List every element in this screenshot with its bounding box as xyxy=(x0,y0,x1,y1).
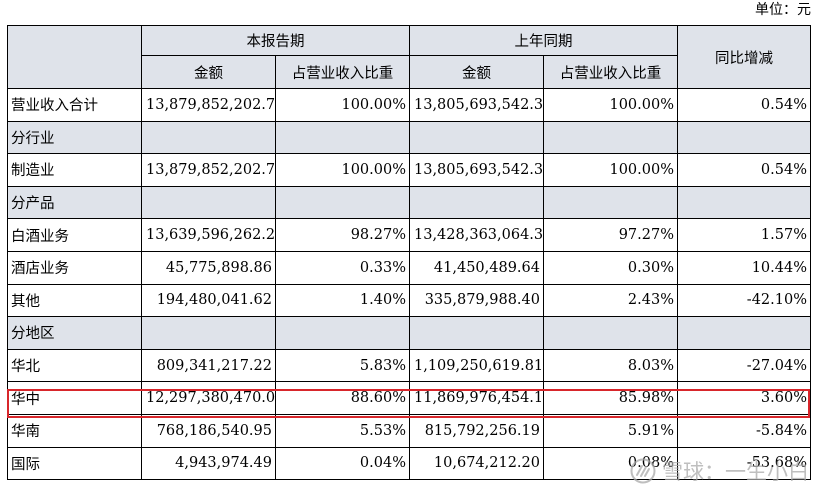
header-current-period: 本报告期 xyxy=(141,25,410,56)
table-row: 酒店业务 45,775,898.86 0.33% 41,450,489.64 0… xyxy=(7,250,811,285)
yoy-change: 0.54% xyxy=(677,88,811,122)
cur-share: 98.27% xyxy=(275,218,410,252)
cur-share: 88.60% xyxy=(275,381,410,415)
watermark: 雪球：一生小白 xyxy=(630,457,809,485)
cur-share: 0.04% xyxy=(275,446,410,481)
prev-share: 5.91% xyxy=(543,413,678,448)
yoy-change: 3.60% xyxy=(677,381,811,415)
revenue-breakdown-table: 本报告期 上年同期 同比增减 金额 占营业收入比重 金额 占营业收入比重 营业收… xyxy=(7,25,811,481)
prev-amount: 815,792,256.19 xyxy=(409,413,544,448)
cur-amount: 13,879,852,202.75 xyxy=(141,88,276,122)
header-row-2: 金额 占营业收入比重 金额 占营业收入比重 xyxy=(7,55,811,89)
section-header-region: 分地区 xyxy=(7,316,811,350)
snowball-logo-icon xyxy=(630,458,656,484)
row-label: 制造业 xyxy=(7,153,142,187)
section-header-product: 分产品 xyxy=(7,185,811,220)
prev-share: 8.03% xyxy=(543,348,678,383)
cur-amount: 12,297,380,470.09 xyxy=(141,381,276,415)
cur-amount: 809,341,217.22 xyxy=(141,348,276,383)
section-header-industry: 分行业 xyxy=(7,120,811,155)
table-row-total: 营业收入合计 13,879,852,202.75 100.00% 13,805,… xyxy=(7,88,811,122)
prev-amount: 335,879,988.40 xyxy=(409,283,544,318)
table-row: 制造业 13,879,852,202.75 100.00% 13,805,693… xyxy=(7,153,811,187)
prev-amount: 13,428,363,064.31 xyxy=(409,218,544,252)
cur-share: 100.00% xyxy=(275,88,410,122)
prev-share: 100.00% xyxy=(543,153,678,187)
prev-share: 2.43% xyxy=(543,283,678,318)
yoy-change: -27.04% xyxy=(677,348,811,383)
prev-amount: 13,805,693,542.35 xyxy=(409,88,544,122)
unit-label: 单位：元 xyxy=(755,2,811,18)
watermark-text: 雪球：一生小白 xyxy=(662,460,809,484)
header-prior-period: 上年同期 xyxy=(409,25,678,56)
cur-amount: 45,775,898.86 xyxy=(141,250,276,285)
prev-amount: 11,869,976,454.15 xyxy=(409,381,544,415)
prev-share: 85.98% xyxy=(543,381,678,415)
table-row: 华南 768,186,540.95 5.53% 815,792,256.19 5… xyxy=(7,413,811,448)
cur-share: 1.40% xyxy=(275,283,410,318)
cur-share: 5.53% xyxy=(275,413,410,448)
section-title: 分行业 xyxy=(7,120,142,155)
header-prev-share: 占营业收入比重 xyxy=(543,55,678,89)
section-title: 分产品 xyxy=(7,185,142,220)
prev-amount: 10,674,212.20 xyxy=(409,446,544,481)
prev-share: 0.30% xyxy=(543,250,678,285)
header-item xyxy=(7,25,142,89)
row-label: 营业收入合计 xyxy=(7,88,142,122)
cur-amount: 194,480,041.62 xyxy=(141,283,276,318)
prev-amount: 13,805,693,542.35 xyxy=(409,153,544,187)
prev-share: 97.27% xyxy=(543,218,678,252)
header-row-1: 本报告期 上年同期 同比增减 xyxy=(7,25,811,89)
cur-share: 0.33% xyxy=(275,250,410,285)
cur-amount: 13,879,852,202.75 xyxy=(141,153,276,187)
prev-amount: 41,450,489.64 xyxy=(409,250,544,285)
prev-amount: 1,109,250,619.81 xyxy=(409,348,544,383)
row-label: 国际 xyxy=(7,446,142,481)
row-label: 华北 xyxy=(7,348,142,383)
header-cur-amount: 金额 xyxy=(141,55,276,89)
row-label: 酒店业务 xyxy=(7,250,142,285)
header-cur-share: 占营业收入比重 xyxy=(275,55,410,89)
table-row: 其他 194,480,041.62 1.40% 335,879,988.40 2… xyxy=(7,283,811,318)
header-yoy: 同比增减 xyxy=(677,25,811,89)
table-row-highlighted: 华中 12,297,380,470.09 88.60% 11,869,976,4… xyxy=(7,381,811,415)
row-label: 华中 xyxy=(7,381,142,415)
section-title: 分地区 xyxy=(7,316,142,350)
table-row: 国际 4,943,974.49 0.04% 10,674,212.20 0.08… xyxy=(7,446,811,481)
cur-amount: 13,639,596,262.27 xyxy=(141,218,276,252)
cur-share: 5.83% xyxy=(275,348,410,383)
row-label: 白酒业务 xyxy=(7,218,142,252)
yoy-change: -5.84% xyxy=(677,413,811,448)
prev-share: 100.00% xyxy=(543,88,678,122)
yoy-change: 10.44% xyxy=(677,250,811,285)
table-row: 白酒业务 13,639,596,262.27 98.27% 13,428,363… xyxy=(7,218,811,252)
cur-amount: 768,186,540.95 xyxy=(141,413,276,448)
row-label: 其他 xyxy=(7,283,142,318)
cur-share: 100.00% xyxy=(275,153,410,187)
yoy-change: 1.57% xyxy=(677,218,811,252)
table-row: 华北 809,341,217.22 5.83% 1,109,250,619.81… xyxy=(7,348,811,383)
yoy-change: -42.10% xyxy=(677,283,811,318)
yoy-change: -53.68% xyxy=(677,446,811,481)
yoy-change: 0.54% xyxy=(677,153,811,187)
row-label: 华南 xyxy=(7,413,142,448)
header-prev-amount: 金额 xyxy=(409,55,544,89)
cur-amount: 4,943,974.49 xyxy=(141,446,276,481)
